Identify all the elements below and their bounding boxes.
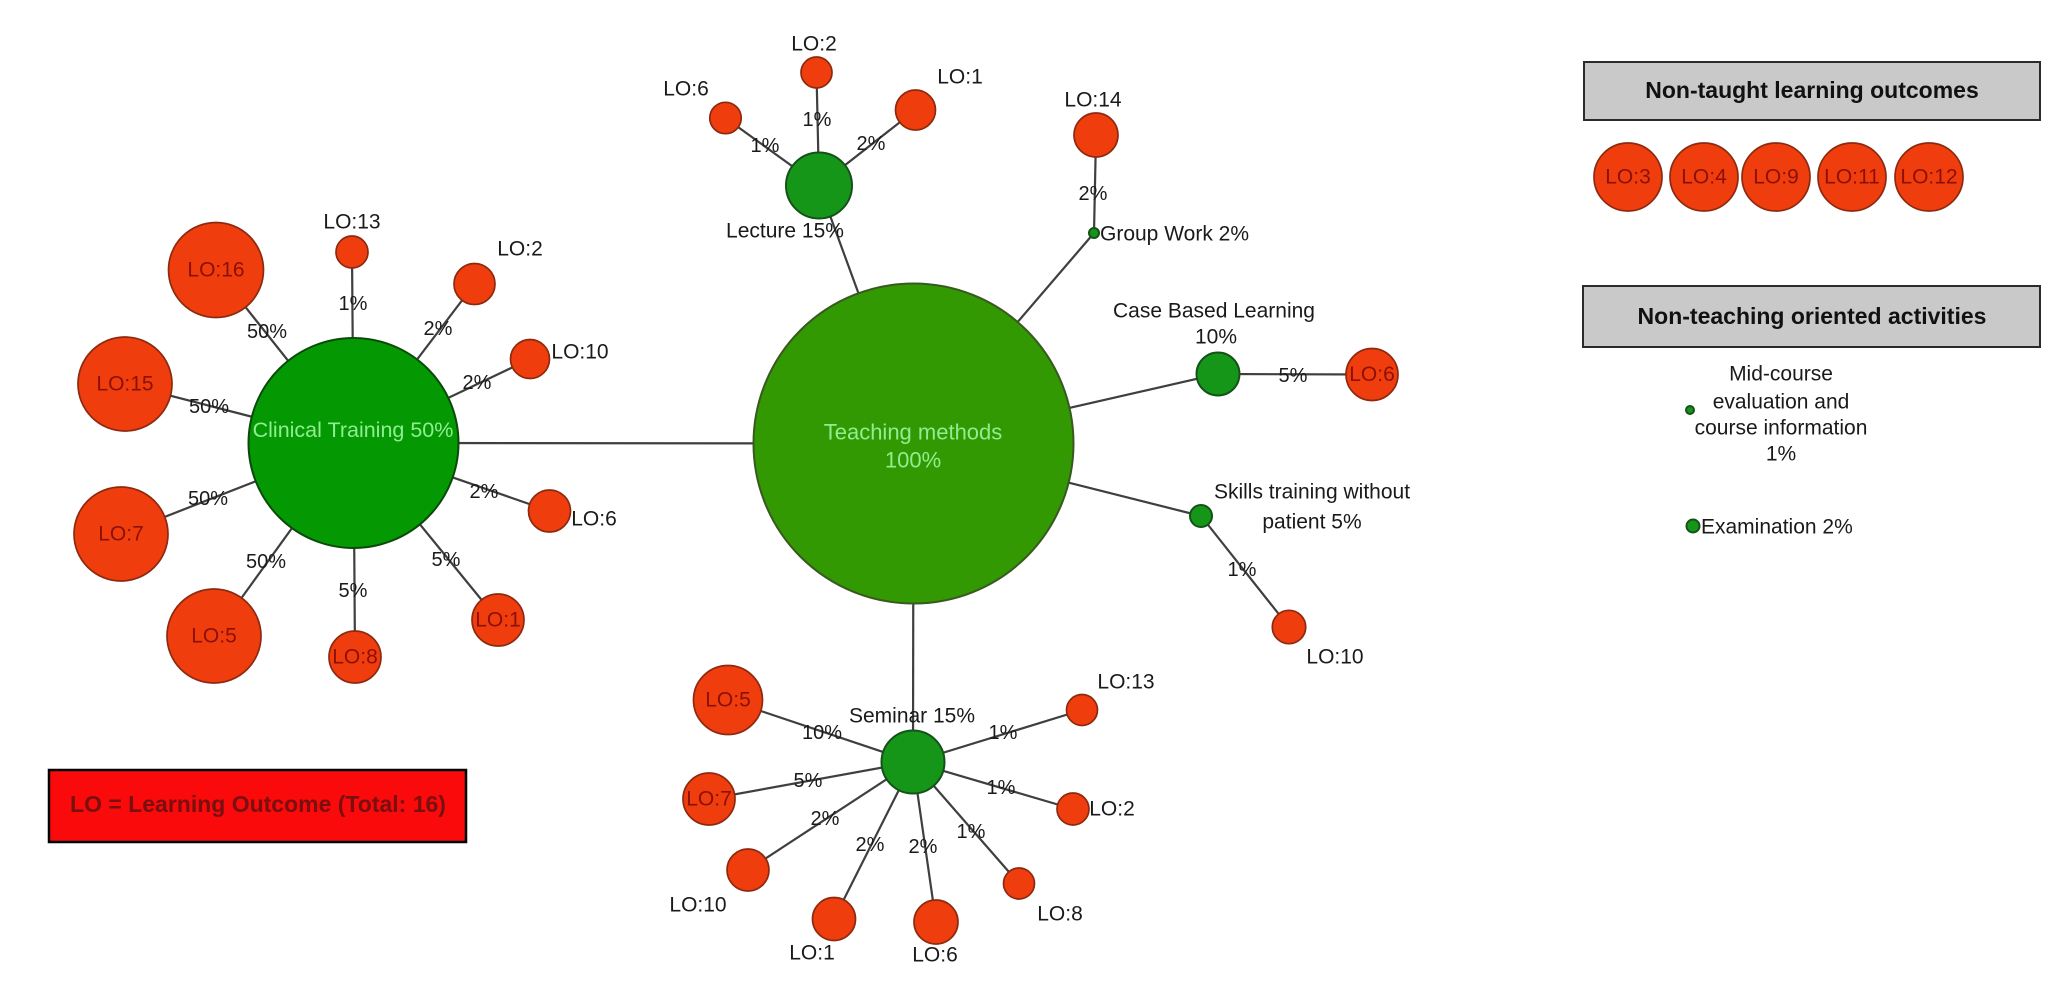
svg-text:patient 5%: patient 5% bbox=[1262, 511, 1361, 534]
svg-text:LO:13: LO:13 bbox=[1097, 671, 1154, 694]
svg-text:LO:13: LO:13 bbox=[323, 211, 380, 234]
svg-text:Examination 2%: Examination 2% bbox=[1701, 516, 1853, 539]
svg-text:2%: 2% bbox=[1079, 183, 1108, 205]
svg-text:10%: 10% bbox=[1195, 326, 1237, 349]
svg-text:LO:6: LO:6 bbox=[1349, 363, 1395, 386]
svg-text:1%: 1% bbox=[751, 135, 780, 157]
svg-text:50%: 50% bbox=[188, 488, 228, 510]
svg-text:Clinical Training 50%: Clinical Training 50% bbox=[253, 418, 454, 442]
svg-text:LO:10: LO:10 bbox=[1306, 646, 1363, 669]
svg-text:2%: 2% bbox=[811, 808, 840, 830]
svg-text:LO:2: LO:2 bbox=[1089, 798, 1135, 821]
svg-text:5%: 5% bbox=[794, 770, 823, 792]
svg-text:2%: 2% bbox=[424, 318, 453, 340]
svg-text:1%: 1% bbox=[987, 777, 1016, 799]
svg-text:LO:14: LO:14 bbox=[1064, 89, 1122, 112]
svg-text:10%: 10% bbox=[802, 722, 842, 744]
svg-text:2%: 2% bbox=[463, 372, 492, 394]
svg-text:LO:1: LO:1 bbox=[475, 609, 521, 632]
svg-text:2%: 2% bbox=[470, 481, 499, 503]
svg-text:Non-taught learning outcomes: Non-taught learning outcomes bbox=[1645, 77, 1979, 103]
svg-text:LO:11: LO:11 bbox=[1824, 166, 1880, 189]
svg-text:LO:7: LO:7 bbox=[98, 523, 144, 546]
svg-text:LO:1: LO:1 bbox=[937, 66, 983, 89]
svg-text:LO:5: LO:5 bbox=[191, 625, 237, 648]
svg-text:LO:6: LO:6 bbox=[912, 944, 958, 967]
svg-text:LO:4: LO:4 bbox=[1681, 166, 1727, 189]
svg-text:evaluation and: evaluation and bbox=[1713, 391, 1850, 414]
svg-text:50%: 50% bbox=[189, 396, 229, 418]
svg-text:LO:6: LO:6 bbox=[571, 508, 617, 531]
svg-text:1%: 1% bbox=[339, 293, 368, 315]
svg-text:1%: 1% bbox=[1228, 559, 1257, 581]
svg-text:LO:16: LO:16 bbox=[187, 259, 244, 282]
svg-text:LO:3: LO:3 bbox=[1605, 166, 1651, 189]
svg-text:1%: 1% bbox=[989, 722, 1018, 744]
svg-text:LO:2: LO:2 bbox=[791, 33, 837, 56]
svg-text:LO:6: LO:6 bbox=[663, 78, 709, 101]
svg-text:Seminar 15%: Seminar 15% bbox=[849, 705, 975, 728]
svg-text:1%: 1% bbox=[1766, 443, 1796, 466]
svg-text:Skills training without: Skills training without bbox=[1214, 481, 1410, 504]
svg-text:LO:15: LO:15 bbox=[96, 373, 153, 396]
svg-text:LO:8: LO:8 bbox=[1037, 903, 1083, 926]
svg-text:course information: course information bbox=[1695, 417, 1868, 440]
svg-text:50%: 50% bbox=[246, 551, 286, 573]
svg-text:5%: 5% bbox=[432, 549, 461, 571]
svg-text:2%: 2% bbox=[856, 834, 885, 856]
svg-text:LO:10: LO:10 bbox=[669, 894, 726, 917]
svg-text:LO:5: LO:5 bbox=[705, 689, 751, 712]
svg-text:LO = Learning Outcome (Total:: LO = Learning Outcome (Total: 16) bbox=[70, 791, 446, 817]
svg-text:Mid-course: Mid-course bbox=[1729, 363, 1833, 386]
svg-text:1%: 1% bbox=[803, 109, 832, 131]
svg-text:2%: 2% bbox=[909, 836, 938, 858]
svg-text:Teaching methods: Teaching methods bbox=[824, 420, 1003, 445]
svg-text:Lecture 15%: Lecture 15% bbox=[726, 220, 844, 243]
svg-text:2%: 2% bbox=[857, 133, 886, 155]
svg-text:100%: 100% bbox=[885, 448, 941, 473]
svg-text:LO:1: LO:1 bbox=[789, 942, 835, 965]
svg-text:LO:2: LO:2 bbox=[497, 238, 543, 261]
svg-text:LO:12: LO:12 bbox=[1900, 166, 1957, 189]
svg-text:1%: 1% bbox=[957, 821, 986, 843]
svg-text:Non-teaching oriented activiti: Non-teaching oriented activities bbox=[1638, 303, 1987, 329]
svg-text:LO:7: LO:7 bbox=[686, 788, 732, 811]
svg-text:LO:10: LO:10 bbox=[551, 341, 608, 364]
svg-text:5%: 5% bbox=[339, 580, 368, 602]
svg-text:LO:9: LO:9 bbox=[1753, 166, 1799, 189]
svg-text:LO:8: LO:8 bbox=[332, 646, 378, 669]
svg-text:Case Based Learning: Case Based Learning bbox=[1113, 300, 1315, 323]
svg-text:Group Work 2%: Group Work 2% bbox=[1100, 223, 1249, 246]
svg-text:5%: 5% bbox=[1279, 365, 1308, 387]
svg-text:50%: 50% bbox=[247, 321, 287, 343]
